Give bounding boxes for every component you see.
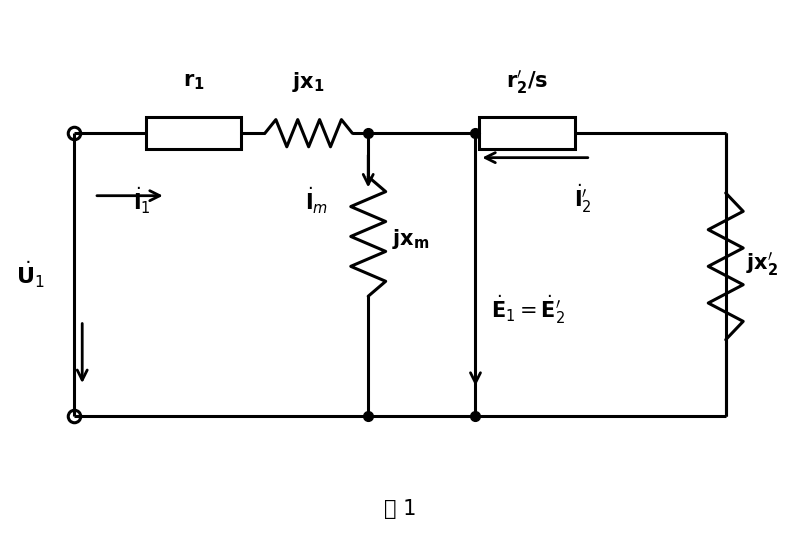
Bar [146,117,241,149]
Text: 图 1: 图 1 [384,499,416,519]
Text: $\dot{\mathbf{E}}_1 = \dot{\mathbf{E}}_2^{\prime}$: $\dot{\mathbf{E}}_1 = \dot{\mathbf{E}}_2… [491,294,566,326]
Text: $\mathbf{r_2^{\prime}/s}$: $\mathbf{r_2^{\prime}/s}$ [506,68,548,96]
Text: $\dot{\mathbf{I}}_2^{\prime}$: $\dot{\mathbf{I}}_2^{\prime}$ [574,182,592,215]
Text: $\dot{\mathbf{U}}_1$: $\dot{\mathbf{U}}_1$ [16,259,45,290]
Text: $\mathbf{jx_2^{\prime}}$: $\mathbf{jx_2^{\prime}}$ [746,250,778,278]
Text: $\dot{\mathbf{I}}_1$: $\dot{\mathbf{I}}_1$ [133,186,150,216]
Text: $\mathbf{jx_1}$: $\mathbf{jx_1}$ [292,70,325,93]
Text: $\mathbf{r_1}$: $\mathbf{r_1}$ [182,71,204,92]
Bar [479,117,574,149]
Text: $\mathbf{jx_m}$: $\mathbf{jx_m}$ [392,227,430,251]
Text: $\dot{\mathbf{I}}_m$: $\dot{\mathbf{I}}_m$ [305,186,328,216]
